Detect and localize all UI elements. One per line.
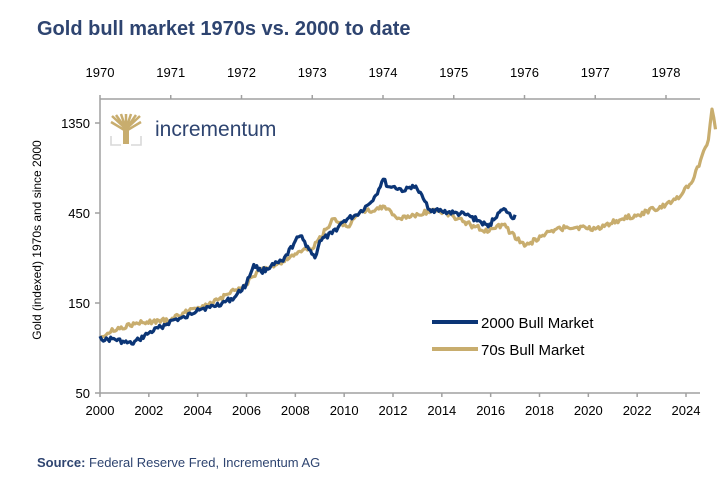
logo-text: incrementum: [155, 118, 276, 141]
tree-icon: [110, 113, 142, 146]
source-note: Source: Federal Reserve Fred, Incrementu…: [37, 455, 320, 470]
x-bottom-tick-label: 2024: [672, 403, 701, 418]
x-bottom-tick-label: 2012: [379, 403, 408, 418]
x-bottom-tick-label: 2000: [86, 403, 115, 418]
y-tick-label: 1350: [61, 116, 90, 131]
x-bottom-tick-label: 2016: [476, 403, 505, 418]
series-line-70s-bull-market: [98, 107, 717, 340]
x-top-tick-label: 1972: [227, 65, 256, 80]
x-bottom-tick-label: 2002: [134, 403, 163, 418]
x-bottom-tick-label: 2020: [574, 403, 603, 418]
x-top-tick-label: 1976: [510, 65, 539, 80]
x-top-tick-label: 1977: [581, 65, 610, 80]
x-bottom-tick-label: 2008: [281, 403, 310, 418]
x-top-tick-label: 1970: [86, 65, 115, 80]
legend-label-70s: 70s Bull Market: [481, 342, 585, 359]
x-top-tick-label: 1978: [652, 65, 681, 80]
x-bottom-tick-label: 2014: [427, 403, 456, 418]
source-text: Federal Reserve Fred, Incrementum AG: [89, 455, 321, 470]
x-bottom-tick-label: 2018: [525, 403, 554, 418]
legend: 2000 Bull Market 70s Bull Market: [432, 315, 594, 359]
series-lines: [98, 107, 717, 346]
x-bottom-tick-label: 2022: [623, 403, 652, 418]
axes: 50 150 450 1350 2000 2002 2004 2006 2008 2010 2012…: [61, 65, 700, 418]
chart-title: Gold bull market 1970s vs. 2000 to date: [37, 18, 411, 40]
x-bottom-tick-label: 2010: [330, 403, 359, 418]
series-line-2000-bull-market: [98, 177, 517, 346]
y-tick-label: 150: [68, 296, 90, 311]
y-axis-title: Gold (indexed) 1970s and since 2000: [30, 140, 44, 340]
incrementum-logo: incrementum: [110, 113, 276, 146]
x-top-tick-label: 1975: [439, 65, 468, 80]
source-label: Source:: [37, 455, 86, 470]
x-top-tick-label: 1974: [369, 65, 398, 80]
y-tick-label: 450: [68, 206, 90, 221]
x-bottom-tick-label: 2004: [183, 403, 212, 418]
y-tick-label: 50: [76, 386, 90, 401]
x-bottom-tick-label: 2006: [232, 403, 261, 418]
legend-label-2000: 2000 Bull Market: [481, 315, 594, 332]
x-top-tick-label: 1973: [298, 65, 327, 80]
x-top-tick-label: 1971: [156, 65, 185, 80]
